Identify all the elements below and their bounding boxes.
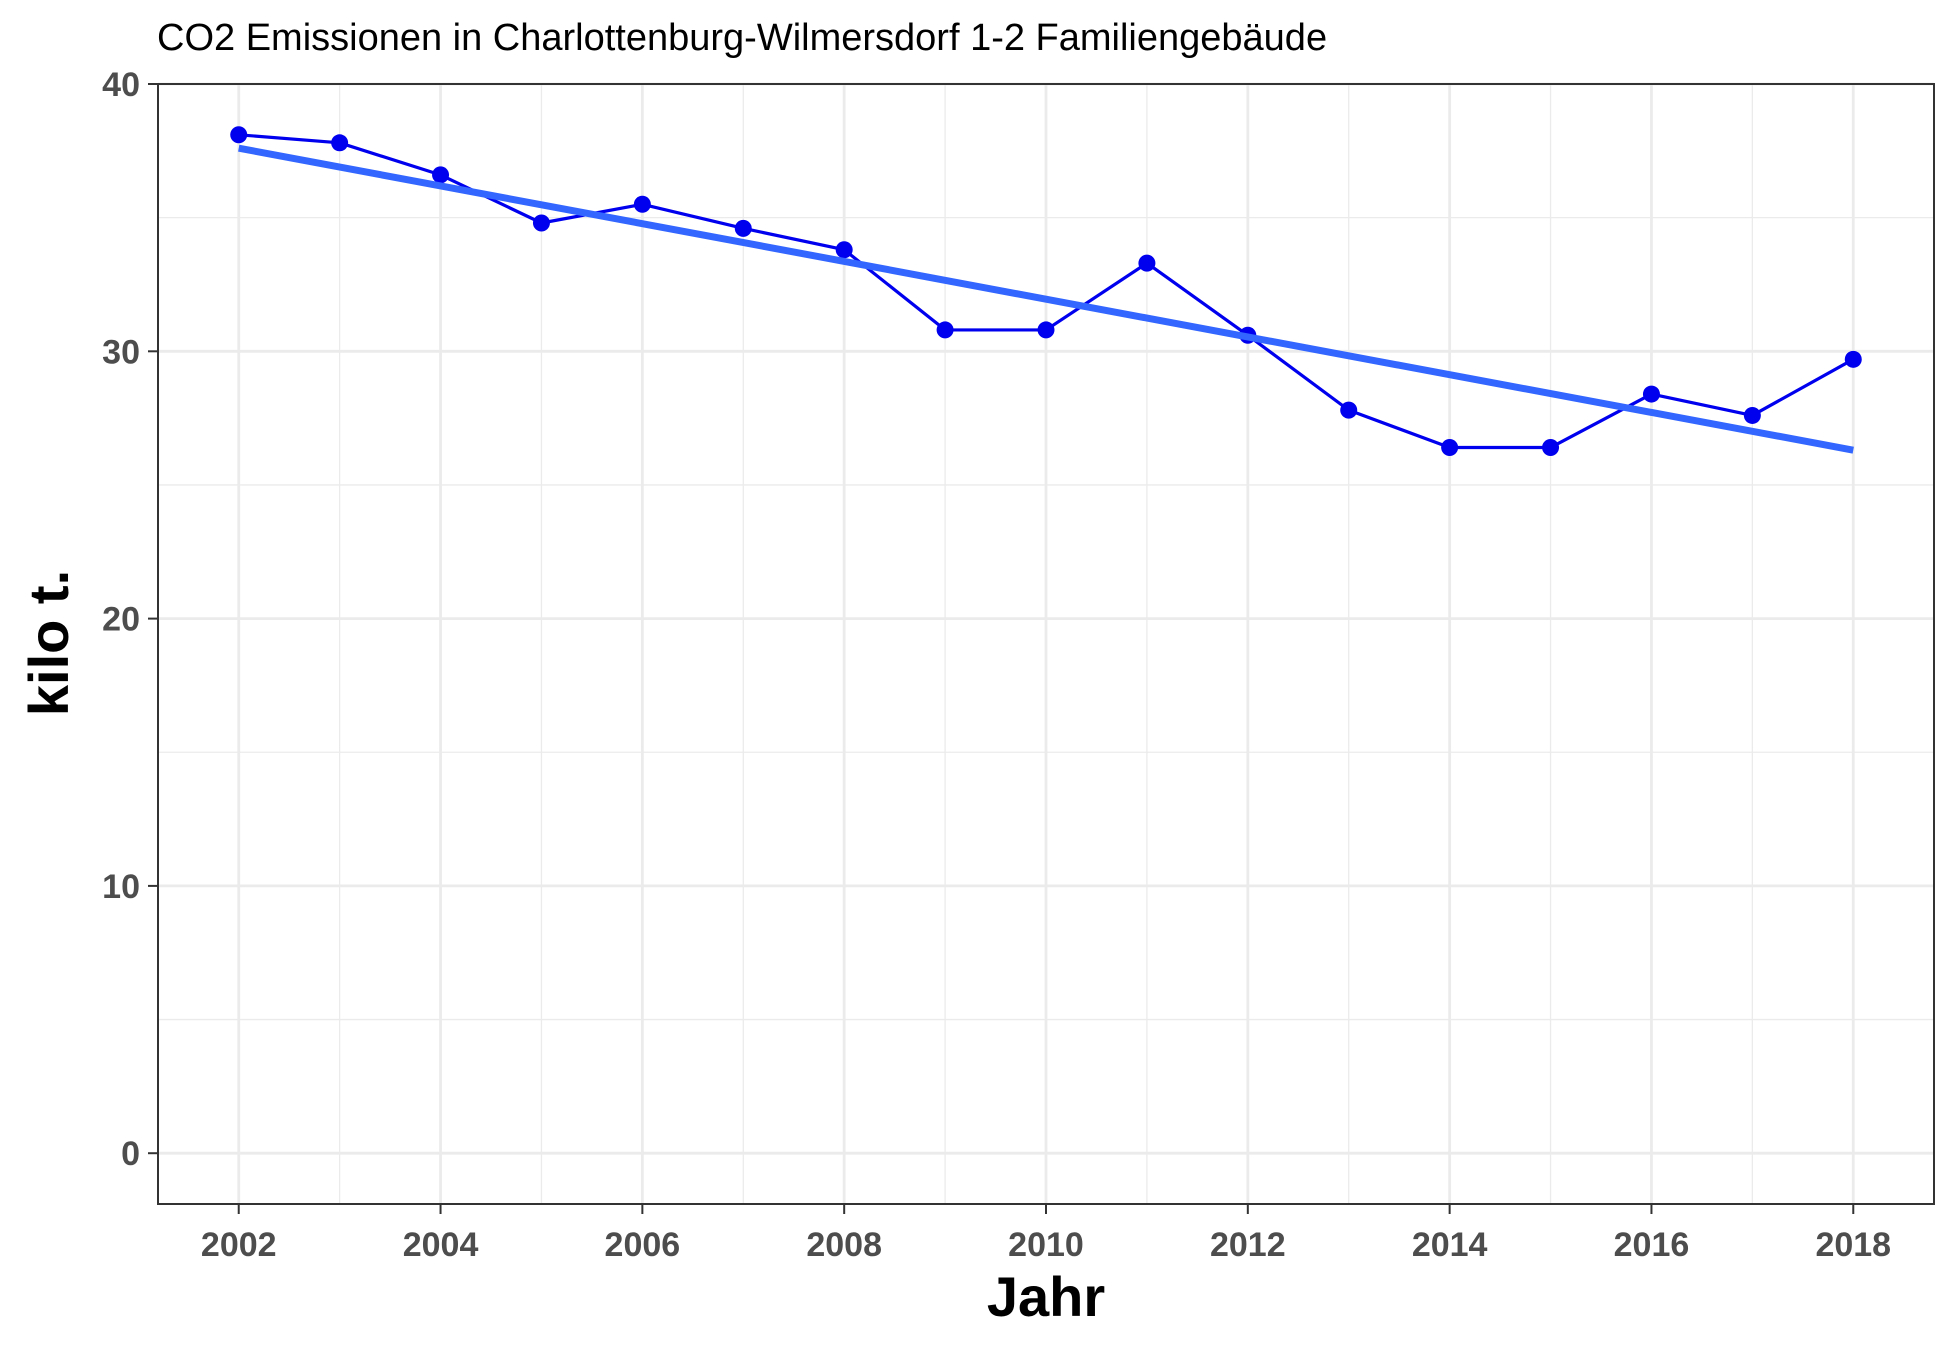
grid [158, 82, 1934, 1204]
x-axis-title: Jahr [987, 1265, 1105, 1328]
chart-title: CO2 Emissionen in Charlottenburg-Wilmers… [157, 17, 1327, 59]
data-point [1844, 350, 1862, 368]
data-point [1743, 406, 1761, 424]
y-tick-label: 20 [102, 601, 140, 639]
data-point [633, 195, 651, 213]
data-point [532, 214, 550, 232]
x-tick-label: 2004 [403, 1226, 479, 1264]
y-tick-label: 40 [102, 66, 140, 104]
x-tick-label: 2016 [1614, 1226, 1690, 1264]
y-axis-title: kilo t. [17, 570, 80, 716]
data-point [1441, 439, 1459, 457]
data-point [1037, 321, 1055, 339]
data-point [1138, 254, 1156, 272]
axes: 0 10 20 30 40 2002 2004 2006 2008 2010 2012 2014 201… [102, 66, 1891, 1264]
trend-line [238, 144, 1854, 454]
y-tick-label: 10 [102, 868, 140, 906]
x-tick-label: 2014 [1412, 1226, 1488, 1264]
data-point [331, 134, 349, 152]
data-point [936, 321, 954, 339]
y-tick-label: 0 [121, 1135, 140, 1173]
y-tick-label: 30 [102, 333, 140, 371]
data-point [1340, 401, 1358, 419]
x-tick-label: 2012 [1210, 1226, 1286, 1264]
data-point [230, 126, 248, 144]
data-point [734, 219, 752, 237]
data-point [432, 166, 450, 184]
x-tick-label: 2018 [1815, 1226, 1891, 1264]
data-point [1542, 439, 1560, 457]
data-point [835, 241, 853, 259]
x-tick-label: 2010 [1008, 1226, 1084, 1264]
x-tick-label: 2008 [806, 1226, 882, 1264]
plot-area [230, 126, 1862, 457]
data-point [1642, 385, 1660, 403]
x-tick-label: 2002 [201, 1226, 277, 1264]
x-tick-label: 2006 [605, 1226, 681, 1264]
